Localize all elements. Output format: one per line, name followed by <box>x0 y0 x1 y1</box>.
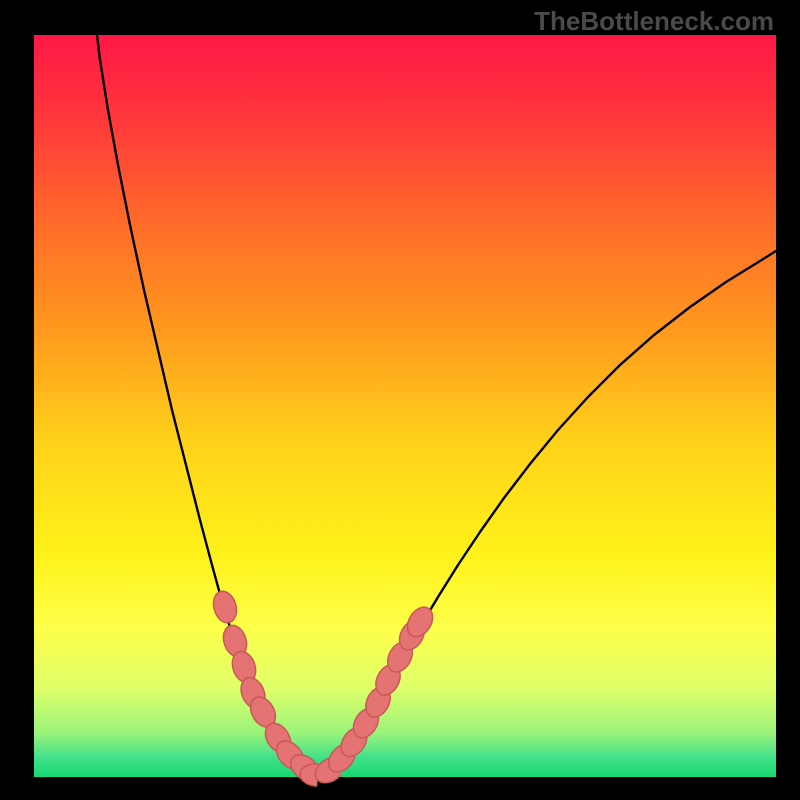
watermark-text: TheBottleneck.com <box>534 6 774 37</box>
plot-area <box>34 35 776 777</box>
chart-root: TheBottleneck.com <box>0 0 800 800</box>
gradient-background <box>34 35 776 777</box>
